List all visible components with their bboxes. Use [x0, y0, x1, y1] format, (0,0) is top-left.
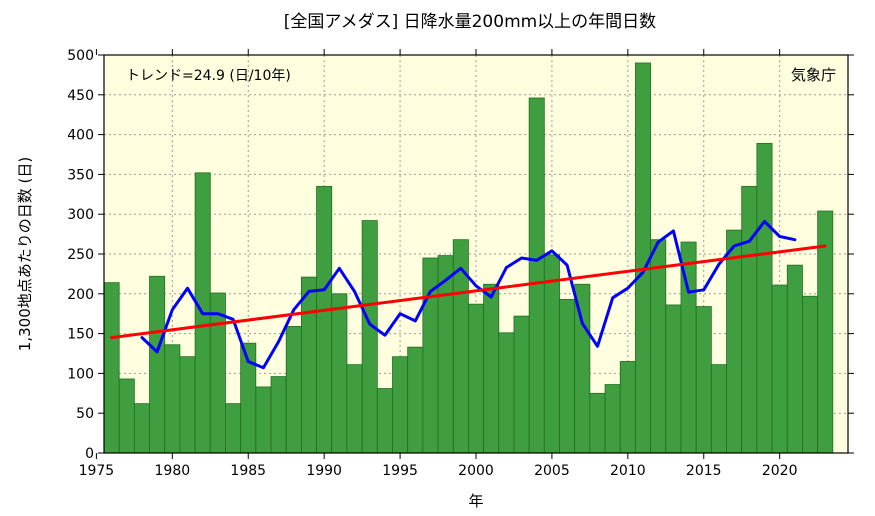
x-tick-label: 1985: [230, 463, 266, 479]
bar: [316, 185, 333, 454]
y-axis-label: 1,300地点あたりの日数 (日): [16, 157, 34, 351]
bar: [164, 344, 181, 454]
bar: [331, 293, 348, 454]
bar: [604, 384, 621, 454]
y-tick-label: 100: [67, 366, 94, 382]
bar: [255, 386, 272, 454]
y-tick-label: 400: [67, 128, 94, 144]
bar: [650, 239, 667, 454]
bar: [786, 264, 803, 454]
bar: [771, 284, 788, 454]
bar: [149, 275, 166, 454]
x-axis: 1975 1980 1985 1990 1995 2000 2005 2010 2015 2020: [79, 49, 798, 479]
bar: [665, 304, 682, 454]
x-tick-label: 1975: [79, 463, 115, 479]
bar: [270, 376, 287, 454]
bar: [225, 403, 242, 454]
y-tick-label: 350: [67, 167, 94, 183]
bar: [483, 283, 500, 454]
bar: [179, 356, 196, 454]
x-tick-label: 2010: [610, 463, 646, 479]
bar: [118, 378, 135, 454]
bar: [710, 364, 727, 454]
chart-title: [全国アメダス] 日降水量200mm以上の年間日数: [284, 12, 656, 32]
bar: [635, 62, 652, 454]
y-axis: 0 50 100 150 200 250 300 350 400 450 500: [67, 48, 854, 462]
bar: [695, 306, 712, 454]
bar: [726, 229, 743, 454]
bar: [133, 403, 150, 454]
bar: [498, 332, 515, 454]
bar: [376, 388, 393, 454]
bar: [528, 97, 545, 454]
y-tick-label: 150: [67, 327, 94, 343]
bar: [559, 298, 576, 454]
trend-annotation: トレンド=24.9 (日/10年): [126, 68, 291, 84]
x-tick-label: 2000: [458, 463, 494, 479]
bar: [285, 326, 302, 454]
bar: [103, 282, 120, 454]
bar: [407, 346, 424, 454]
bar: [513, 315, 530, 454]
y-tick-label: 450: [67, 88, 94, 104]
bar: [756, 142, 773, 454]
y-tick-label: 50: [76, 406, 94, 422]
x-tick-label: 1990: [306, 463, 342, 479]
y-tick-label: 500: [67, 48, 94, 64]
bar: [468, 303, 484, 454]
x-tick-label: 2015: [686, 463, 722, 479]
x-tick-label: 2020: [762, 463, 798, 479]
y-tick-label: 0: [85, 446, 94, 462]
bar: [361, 220, 378, 454]
bar: [589, 392, 606, 454]
bar: [300, 276, 317, 454]
bar: [346, 364, 363, 454]
bar: [741, 185, 758, 454]
bar: [619, 361, 636, 454]
x-tick-label: 1995: [382, 463, 418, 479]
x-axis-label: 年: [468, 492, 483, 510]
trend-line: [110, 244, 827, 340]
bar: [392, 356, 409, 454]
x-tick-label: 1980: [155, 463, 191, 479]
bar: [574, 283, 591, 454]
bar: [543, 254, 560, 454]
x-tick-label: 2005: [534, 463, 570, 479]
bar: [802, 295, 819, 454]
running-mean-line: [140, 219, 797, 370]
line-series: [110, 219, 827, 370]
y-tick-label: 300: [67, 207, 94, 223]
y-tick-label: 250: [67, 247, 94, 263]
source-annotation: 気象庁: [791, 66, 836, 84]
y-tick-label: 200: [67, 287, 94, 303]
